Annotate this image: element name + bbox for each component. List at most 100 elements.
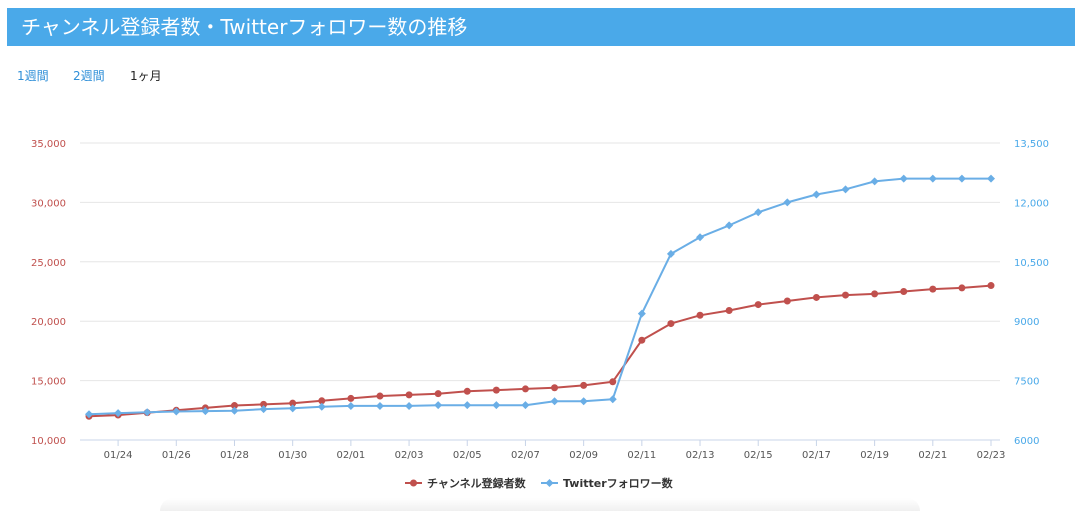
y-right-tick-label: 10,500 bbox=[1014, 258, 1049, 269]
data-point[interactable] bbox=[783, 198, 792, 207]
data-point[interactable] bbox=[230, 406, 239, 415]
data-point[interactable] bbox=[899, 174, 908, 183]
data-point[interactable] bbox=[987, 282, 995, 290]
y-left-tick-label: 15,000 bbox=[31, 377, 66, 388]
x-tick-label: 02/23 bbox=[977, 450, 1006, 461]
series-line bbox=[88, 284, 992, 418]
data-point[interactable] bbox=[347, 394, 355, 402]
data-point[interactable] bbox=[608, 395, 617, 404]
data-point[interactable] bbox=[725, 307, 733, 315]
data-point[interactable] bbox=[928, 174, 937, 183]
legend[interactable]: チャンネル登録者数 Twitterフォロワー数 bbox=[405, 476, 674, 490]
data-point[interactable] bbox=[172, 407, 181, 416]
x-tick-label: 02/13 bbox=[686, 450, 715, 461]
data-point[interactable] bbox=[434, 401, 443, 410]
data-point[interactable] bbox=[609, 378, 617, 386]
data-point[interactable] bbox=[434, 390, 442, 398]
data-point[interactable] bbox=[463, 387, 471, 395]
line-chart: 10,000 6000 15,000 7500 20,000 9000 25,000 10,5… bbox=[31, 139, 1049, 490]
data-point[interactable] bbox=[346, 401, 355, 410]
x-tick-label: 02/11 bbox=[627, 450, 656, 461]
tab-2-weeks[interactable]: 2週間 bbox=[73, 69, 105, 83]
data-point[interactable] bbox=[317, 402, 326, 411]
legend-item-1[interactable]: Twitterフォロワー数 bbox=[541, 476, 674, 490]
tab-1-week[interactable]: 1週間 bbox=[17, 69, 49, 83]
data-point[interactable] bbox=[754, 208, 763, 217]
data-point[interactable] bbox=[783, 297, 791, 305]
bottom-shadow bbox=[160, 498, 920, 511]
data-point[interactable] bbox=[259, 405, 268, 414]
data-point[interactable] bbox=[114, 409, 123, 418]
data-point[interactable] bbox=[958, 284, 966, 292]
data-point[interactable] bbox=[201, 407, 210, 416]
data-point[interactable] bbox=[696, 311, 704, 319]
legend-label: Twitterフォロワー数 bbox=[563, 476, 674, 490]
x-tick-label: 02/21 bbox=[918, 450, 947, 461]
legend-marker bbox=[545, 479, 554, 487]
data-point[interactable] bbox=[580, 381, 588, 389]
data-point[interactable] bbox=[696, 233, 705, 242]
series-1 bbox=[85, 174, 995, 419]
data-point[interactable] bbox=[929, 285, 937, 293]
tab-1-month[interactable]: 1ヶ月 bbox=[130, 69, 162, 83]
data-point[interactable] bbox=[375, 401, 384, 410]
x-tick-label: 01/26 bbox=[162, 450, 191, 461]
data-point[interactable] bbox=[754, 301, 762, 309]
x-tick-label: 02/01 bbox=[336, 450, 365, 461]
legend-item-0[interactable]: チャンネル登録者数 bbox=[405, 476, 527, 490]
data-point[interactable] bbox=[85, 410, 93, 419]
data-point[interactable] bbox=[405, 401, 414, 410]
x-tick-label: 01/30 bbox=[278, 450, 307, 461]
series bbox=[85, 174, 995, 420]
axes: 10,000 6000 15,000 7500 20,000 9000 25,000 10,5… bbox=[31, 139, 1049, 461]
data-point[interactable] bbox=[841, 185, 850, 194]
data-point[interactable] bbox=[551, 384, 559, 392]
data-point[interactable] bbox=[521, 401, 530, 410]
data-point[interactable] bbox=[957, 174, 966, 183]
data-point[interactable] bbox=[725, 221, 734, 230]
data-point[interactable] bbox=[521, 385, 529, 393]
y-right-tick-label: 6000 bbox=[1014, 436, 1039, 447]
x-tick-label: 01/28 bbox=[220, 450, 249, 461]
data-point[interactable] bbox=[492, 386, 500, 394]
data-point[interactable] bbox=[812, 293, 820, 301]
data-point[interactable] bbox=[143, 408, 152, 417]
y-left-tick-label: 10,000 bbox=[31, 436, 66, 447]
y-left-tick-label: 20,000 bbox=[31, 317, 66, 328]
data-point[interactable] bbox=[230, 402, 238, 410]
y-right-tick-label: 12,000 bbox=[1014, 198, 1049, 209]
data-point[interactable] bbox=[463, 401, 472, 410]
legend-label: チャンネル登録者数 bbox=[427, 476, 527, 490]
x-tick-label: 02/07 bbox=[511, 450, 540, 461]
data-point[interactable] bbox=[638, 336, 646, 344]
y-right-tick-label: 7500 bbox=[1014, 377, 1039, 388]
y-right-tick-label: 9000 bbox=[1014, 317, 1039, 328]
x-tick-label: 02/05 bbox=[453, 450, 482, 461]
data-point[interactable] bbox=[666, 249, 675, 258]
data-point[interactable] bbox=[376, 392, 384, 400]
data-point[interactable] bbox=[637, 309, 646, 318]
data-point[interactable] bbox=[870, 177, 879, 186]
data-point[interactable] bbox=[667, 320, 675, 328]
x-tick-label: 02/03 bbox=[395, 450, 424, 461]
data-point[interactable] bbox=[288, 404, 297, 413]
legend-marker bbox=[410, 479, 417, 487]
y-left-tick-label: 25,000 bbox=[31, 258, 66, 269]
data-point[interactable] bbox=[318, 397, 326, 405]
data-point[interactable] bbox=[871, 290, 879, 298]
data-point[interactable] bbox=[550, 397, 559, 406]
data-point[interactable] bbox=[492, 401, 501, 410]
y-left-tick-label: 35,000 bbox=[31, 139, 66, 150]
page-title: チャンネル登録者数・Twitterフォロワー数の推移 bbox=[21, 15, 468, 39]
data-point[interactable] bbox=[842, 291, 850, 299]
data-point[interactable] bbox=[405, 391, 413, 399]
data-point[interactable] bbox=[987, 174, 995, 183]
data-point[interactable] bbox=[900, 288, 908, 295]
data-point[interactable] bbox=[289, 399, 297, 407]
data-point[interactable] bbox=[579, 397, 588, 406]
y-left-tick-label: 30,000 bbox=[31, 198, 66, 209]
grid-lines bbox=[80, 142, 1000, 441]
data-point[interactable] bbox=[812, 190, 821, 199]
data-point[interactable] bbox=[260, 400, 268, 408]
series-0 bbox=[85, 282, 995, 420]
